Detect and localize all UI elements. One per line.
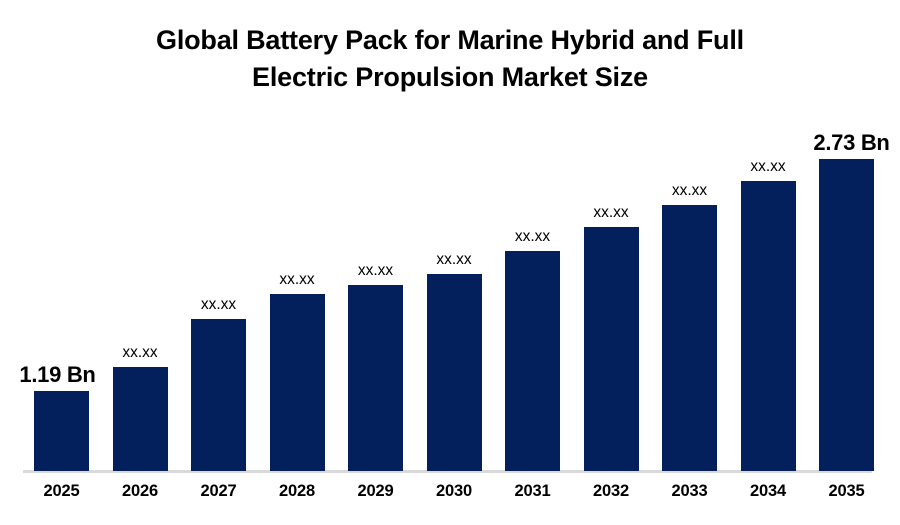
bar-value-label-2032: xx.xx <box>593 204 629 221</box>
bar-value-label-2029: xx.xx <box>357 262 394 279</box>
bar-value-label-2031: xx.xx <box>514 228 551 245</box>
x-axis-label-2033: 2033 <box>671 482 708 500</box>
x-axis-label-2030: 2030 <box>436 482 472 500</box>
bar-2031[interactable] <box>505 251 560 471</box>
bar-value-label-2035: 2.73 Bn <box>813 130 890 155</box>
bar-2029[interactable] <box>348 285 403 471</box>
x-axis-label-2026: 2026 <box>122 482 158 500</box>
bar-2030[interactable] <box>426 274 482 471</box>
bar-value-label-2025: 1.19 Bn <box>19 362 96 387</box>
bar-2025[interactable] <box>34 391 89 471</box>
bar-2035[interactable] <box>819 159 874 471</box>
bar-2032[interactable] <box>583 227 639 471</box>
bar-value-label-2028: xx.xx <box>279 271 315 288</box>
chart-title: Global Battery Pack for Marine Hybrid an… <box>156 25 744 92</box>
bar-value-label-2026: xx.xx <box>122 344 158 361</box>
x-axis-label-2031: 2031 <box>514 482 551 500</box>
bar-value-label-2033: xx.xx <box>671 182 708 199</box>
bar-value-label-2030: xx.xx <box>436 251 472 268</box>
x-axis-label-2032: 2032 <box>593 482 629 500</box>
x-axis-label-2028: 2028 <box>279 482 315 500</box>
bar-value-label-2027: xx.xx <box>200 296 237 313</box>
bar-value-label-2034: xx.xx <box>750 158 786 175</box>
x-axis-label-2025: 2025 <box>43 482 80 500</box>
x-axis-label-2027: 2027 <box>200 482 237 500</box>
x-axis-label-2029: 2029 <box>357 482 394 500</box>
x-axis-label-2034: 2034 <box>750 482 786 500</box>
bar-2034[interactable] <box>740 181 796 471</box>
x-axis-label-2035: 2035 <box>828 482 865 500</box>
x-axis-line <box>23 470 872 473</box>
bar-2028[interactable] <box>269 294 325 471</box>
bar-2026[interactable] <box>112 367 168 471</box>
bar-2033[interactable] <box>662 205 717 471</box>
bar-2027[interactable] <box>191 319 246 471</box>
